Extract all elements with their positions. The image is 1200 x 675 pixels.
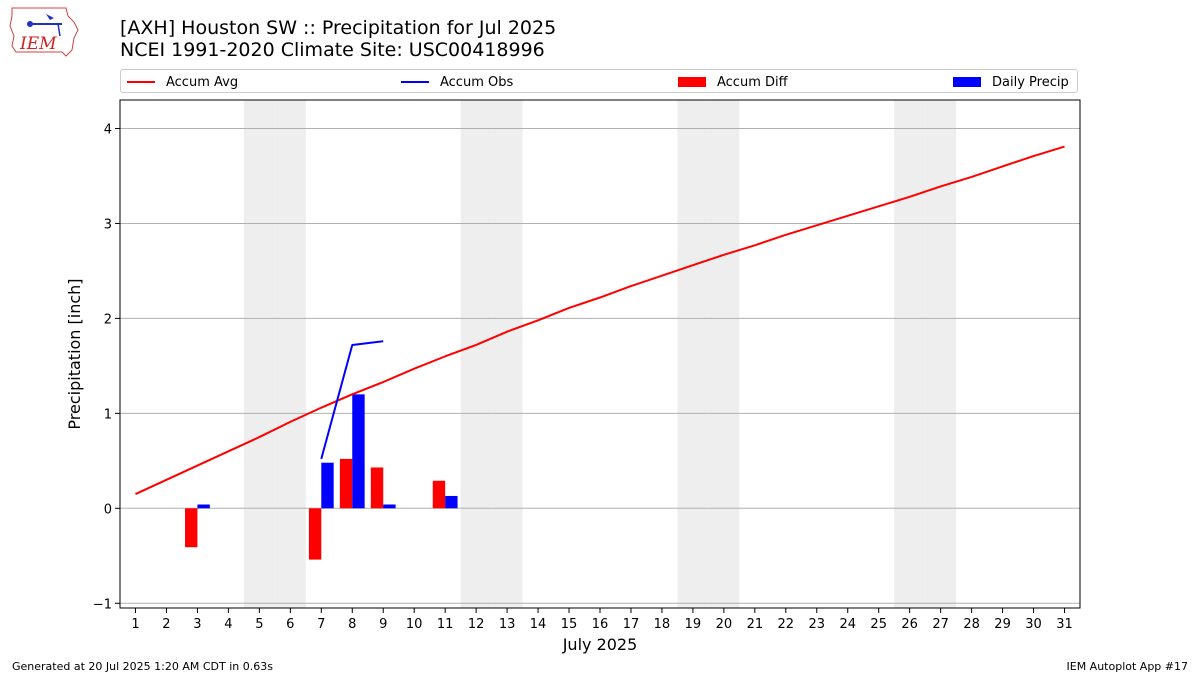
weekend-band [243, 100, 275, 608]
x-tick-label: 29 [994, 617, 1011, 632]
x-tick-label: 16 [592, 617, 609, 632]
x-tick-label: 22 [778, 617, 795, 632]
x-tick-label: 10 [406, 617, 423, 632]
x-tick-label: 27 [932, 617, 949, 632]
x-tick-label: 20 [716, 617, 733, 632]
legend-swatch-daily-precip [953, 77, 981, 87]
x-tick-label: 14 [530, 617, 547, 632]
daily-precip-bar [445, 495, 458, 509]
x-tick-label: 4 [224, 617, 232, 632]
legend-swatch-accum-avg [127, 81, 155, 83]
x-tick-label: 17 [623, 617, 640, 632]
x-tick-label: 2 [162, 617, 170, 632]
accum-diff-bar [370, 467, 384, 509]
app-credit: IEM Autoplot App #17 [1066, 660, 1189, 673]
y-tick-label: 4 [104, 122, 112, 137]
x-tick-label: 5 [255, 617, 263, 632]
weekend-band [894, 100, 926, 608]
legend-label-daily-precip: Daily Precip [992, 74, 1069, 90]
x-tick-label: 15 [561, 617, 578, 632]
y-tick-label: 1 [104, 407, 112, 422]
x-axis-label: July 2025 [562, 635, 638, 654]
y-tick-label: 0 [104, 502, 112, 517]
accum-diff-bar [185, 508, 198, 548]
x-tick-label: 30 [1025, 617, 1042, 632]
generated-timestamp: Generated at 20 Jul 2025 1:20 AM CDT in … [12, 660, 273, 673]
chart-title: [AXH] Houston SW :: Precipitation for Ju… [120, 17, 557, 39]
x-tick-label: 24 [839, 617, 856, 632]
logo-text: IEM [19, 34, 57, 54]
legend-item-daily-precip: Daily Precip [953, 73, 1069, 91]
daily-precip-bar [197, 504, 210, 509]
x-tick-label: 8 [348, 617, 356, 632]
line-layer [135, 145, 1065, 495]
weekend-band [460, 100, 492, 608]
daily-precip-bar [383, 504, 396, 509]
x-tick-label: 1 [131, 617, 139, 632]
x-tick-label: 19 [685, 617, 702, 632]
x-tick-label: 25 [870, 617, 887, 632]
legend-swatch-accum-diff [678, 77, 706, 87]
x-tick-label: 21 [747, 617, 764, 632]
daily-precip-bar [321, 462, 334, 509]
x-tick-label: 13 [499, 617, 516, 632]
legend-label-accum-avg: Accum Avg [166, 74, 239, 90]
legend-label-accum-diff: Accum Diff [717, 74, 788, 90]
x-tick-label: 18 [654, 617, 671, 632]
accum-diff-bar [339, 458, 353, 509]
weekend-band [708, 100, 740, 608]
x-tick-label: 23 [809, 617, 826, 632]
daily-precip-bar [352, 394, 365, 509]
chart-legend: Accum Avg Accum Obs Accum Diff Daily Pre… [120, 69, 1078, 93]
chart-subtitle: NCEI 1991-2020 Climate Site: USC00418996 [120, 39, 545, 61]
x-tick-label: 9 [379, 617, 387, 632]
legend-item-accum-obs: Accum Obs [401, 73, 513, 91]
legend-swatch-accum-obs [401, 81, 429, 83]
iem-logo: IEM [9, 7, 79, 57]
y-tick-label: 3 [104, 217, 112, 232]
grid-layer [120, 127, 1080, 604]
accum-diff-bar [308, 508, 322, 560]
legend-item-accum-avg: Accum Avg [127, 73, 238, 91]
accum-diff-bar [432, 480, 446, 509]
weekend-band [491, 100, 523, 608]
legend-label-accum-obs: Accum Obs [440, 74, 514, 90]
x-tick-label: 12 [468, 617, 485, 632]
weekend-shading-layer [243, 100, 957, 608]
bar-layer [185, 394, 458, 560]
x-tick-label: 7 [317, 617, 325, 632]
x-tick-label: 3 [193, 617, 201, 632]
x-tick-label: 31 [1056, 617, 1073, 632]
weekend-band [274, 100, 306, 608]
weekend-band [925, 100, 957, 608]
x-tick-label: 11 [437, 617, 454, 632]
x-tick-label: 6 [286, 617, 294, 632]
y-tick-label: 2 [104, 312, 112, 327]
y-tick-label: −1 [93, 597, 112, 612]
x-tick-label: 28 [963, 617, 980, 632]
y-axis-label: Precipitation [inch] [65, 278, 84, 429]
x-tick-label: 26 [901, 617, 918, 632]
accum-avg-line [135, 145, 1065, 495]
legend-item-accum-diff: Accum Diff [678, 73, 788, 91]
weekend-band [677, 100, 709, 608]
accum-obs-line [320, 340, 384, 460]
